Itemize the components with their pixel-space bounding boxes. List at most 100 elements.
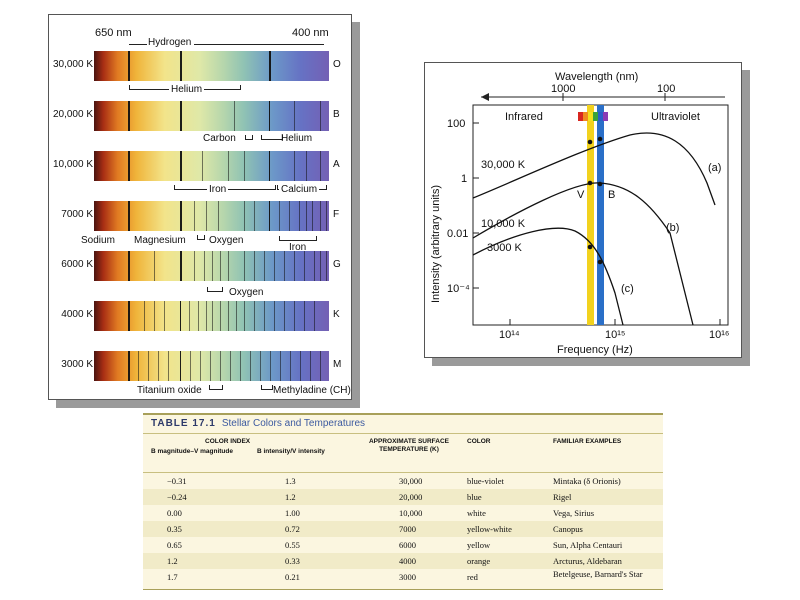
cell-bv-intensity: 1.2: [285, 492, 296, 502]
absorption-line: [306, 201, 307, 231]
absorption-line: [320, 151, 321, 181]
spectral-class: F: [333, 209, 340, 220]
absorption-line: [180, 251, 182, 281]
cell-bv-intensity: 0.55: [285, 540, 300, 550]
absorption-line: [269, 51, 271, 81]
absorption-line: [128, 251, 130, 281]
absorption-line: [274, 251, 275, 281]
absorption-line: [320, 251, 321, 281]
spectral-class: K: [333, 309, 340, 320]
absorption-line: [194, 201, 195, 231]
cell-bv-magnitude: 0.65: [167, 540, 182, 550]
point-c-v: [587, 244, 593, 250]
absorption-line: [236, 301, 237, 331]
absorption-line: [300, 351, 301, 381]
absorption-line: [204, 251, 205, 281]
header-bv-magnitude: B magnitude–V magnitude: [151, 448, 233, 455]
absorption-line: [320, 201, 321, 231]
absorption-line: [320, 351, 321, 381]
spectrum-band: [94, 51, 329, 81]
cell-example: Canopus: [553, 524, 583, 534]
spectrum-temperature: 4000 K: [61, 309, 93, 320]
absorption-line: [206, 301, 207, 331]
cell-example: Mintaka (δ Orionis): [553, 476, 621, 486]
spectrum-row: 6000 K G: [49, 251, 353, 281]
methyladine-label: Methyladine (CH): [273, 385, 351, 396]
curve-3000k: [472, 227, 624, 326]
cell-bv-intensity: 0.33: [285, 556, 300, 566]
x-axis-label: Frequency (Hz): [557, 344, 633, 356]
cell-bv-magnitude: −0.31: [167, 476, 187, 486]
absorption-line: [284, 301, 285, 331]
rainbow-violet: [603, 112, 608, 121]
iron-label-2: Iron: [289, 242, 307, 253]
absorption-line: [244, 201, 245, 231]
absorption-line: [310, 351, 311, 381]
series-tag-c: (c): [621, 283, 634, 295]
absorption-line: [220, 251, 221, 281]
cell-temperature: 6000: [399, 540, 416, 550]
absorption-line: [254, 301, 255, 331]
absorption-line: [244, 251, 245, 281]
b-band-label: B: [608, 189, 615, 201]
blackbody-chart: Wavelength (nm) 1000 100 Infrared Ultrav…: [430, 71, 729, 356]
absorption-line: [264, 301, 265, 331]
absorption-line: [320, 101, 321, 131]
spectrum-band: [94, 101, 329, 131]
spectrum-row: 10,000 K A: [49, 151, 353, 181]
series-tag-b: (b): [666, 222, 679, 234]
absorption-line: [304, 301, 305, 331]
absorption-line: [312, 201, 313, 231]
absorption-line: [260, 351, 261, 381]
cell-bv-magnitude: 0.35: [167, 524, 182, 534]
carbon-bracket: [245, 135, 253, 140]
x-tick-label-1e15: 10¹⁵: [605, 329, 625, 341]
absorption-line: [128, 301, 130, 331]
v-band: [587, 105, 594, 325]
blackbody-chart-panel: Wavelength (nm) 1000 100 Infrared Ultrav…: [424, 62, 742, 358]
cell-bv-magnitude: 0.00: [167, 508, 182, 518]
oxygen-label-2: Oxygen: [229, 287, 264, 298]
iron-label-1: Iron: [207, 184, 229, 195]
cell-color: red: [467, 572, 478, 582]
cell-color: orange: [467, 556, 491, 566]
spectral-class: G: [333, 259, 341, 270]
cell-color: blue: [467, 492, 482, 502]
spectrum-temperature: 7000 K: [61, 209, 93, 220]
oxygen-bracket-2: [207, 287, 223, 292]
wavelength-400-label: 400 nm: [292, 27, 329, 39]
rainbow-orange: [583, 112, 588, 121]
cell-bv-intensity: 0.72: [285, 524, 300, 534]
iron-bracket-2: [279, 236, 317, 241]
absorption-line: [228, 151, 229, 181]
absorption-line: [264, 251, 265, 281]
magnesium-label: Magnesium: [134, 235, 186, 246]
absorption-line: [210, 351, 211, 381]
table-row: 0.00 1.00 10,000 white Vega, Sirius: [143, 505, 663, 521]
absorption-line: [154, 301, 155, 331]
series-tag-a: (a): [708, 162, 721, 174]
wavelength-axis-label: Wavelength (nm): [555, 71, 638, 83]
hydrogen-bracket-right: [194, 44, 324, 45]
b-band: [597, 105, 604, 325]
cell-temperature: 20,000: [399, 492, 423, 502]
spectrum-temperature: 6000 K: [61, 259, 93, 270]
x-tick-label-1e16: 10¹⁶: [709, 329, 729, 341]
cell-temperature: 30,000: [399, 476, 423, 486]
curve-30000k: [472, 132, 716, 206]
absorption-line: [269, 201, 270, 231]
table-number: TABLE 17.1: [151, 418, 216, 429]
absorption-line: [326, 251, 327, 281]
top-tick-label-100: 100: [657, 83, 675, 95]
absorption-line: [168, 351, 169, 381]
spectrum-row: 7000 K F: [49, 201, 353, 231]
rainbow-green: [593, 112, 598, 121]
color-index-group-header: COLOR INDEX: [205, 438, 251, 445]
cell-bv-intensity: 1.3: [285, 476, 296, 486]
cell-example: Sun, Alpha Centauri: [553, 540, 623, 550]
spectrum-band: [94, 301, 329, 331]
absorption-line: [180, 351, 181, 381]
absorption-line: [198, 301, 199, 331]
methyladine-bracket: [261, 385, 273, 390]
absorption-line: [290, 351, 291, 381]
